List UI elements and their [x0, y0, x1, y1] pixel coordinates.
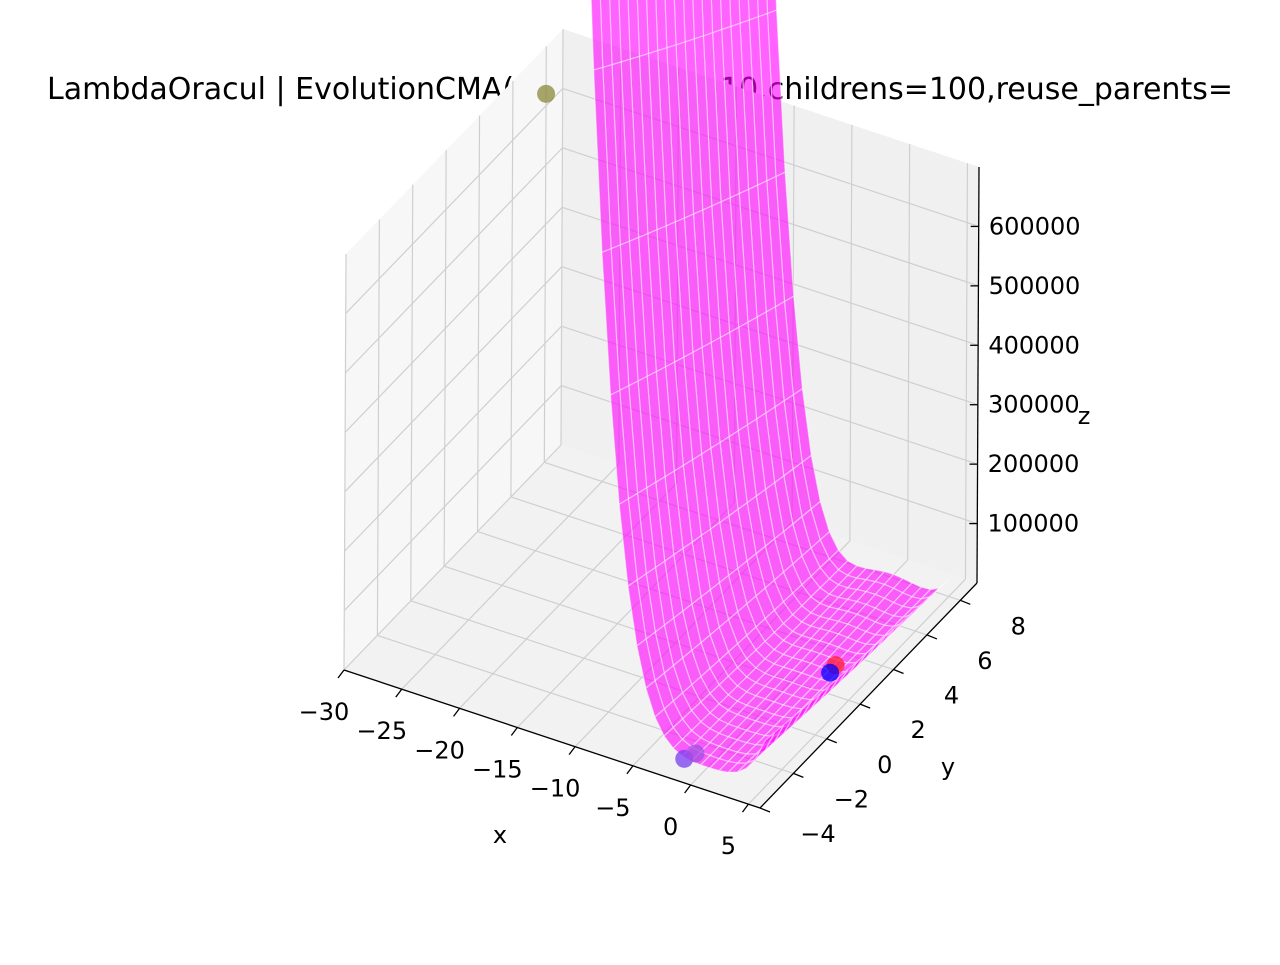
x-tick-label: −20	[414, 736, 465, 764]
x-tick-mark	[453, 707, 461, 717]
y-tick-label: 4	[944, 682, 959, 710]
surface-patch	[847, 653, 867, 676]
y-axis-line	[759, 582, 978, 809]
surface-patch	[801, 693, 821, 718]
scatter-point	[686, 744, 705, 763]
surface-patch	[929, 578, 950, 598]
surface-patch	[755, 732, 776, 759]
x-tick-label: −15	[472, 756, 523, 784]
surface-patch	[856, 644, 876, 667]
grid-line-z	[344, 147, 563, 374]
x-tick-label: −5	[595, 794, 630, 822]
y-tick-mark	[893, 668, 904, 675]
z-tick-label: 200000	[988, 450, 1080, 478]
x-tick-label: 5	[721, 832, 736, 860]
surface-patch	[865, 636, 886, 659]
left-pane	[344, 29, 563, 670]
surface-patch	[920, 587, 941, 607]
surface-mesh	[590, 0, 950, 773]
grid-line-z	[345, 88, 564, 314]
surface-patch	[773, 716, 794, 743]
y-tick-mark	[826, 738, 838, 744]
tick-labels: −30−25−20−15−10−505 −4−202468100000200000…	[299, 212, 1081, 860]
x-tick-mark	[568, 746, 576, 756]
grid-line-y	[443, 150, 447, 567]
x-tick-mark	[337, 669, 345, 679]
x-tick-mark	[626, 765, 634, 775]
y-tick-label: 8	[1011, 612, 1026, 640]
grid-line-y	[343, 253, 347, 671]
y-tick-mark	[859, 703, 871, 709]
x-tick-mark	[741, 803, 749, 813]
grid-line-x	[748, 578, 966, 805]
x-tick-mark	[510, 727, 518, 736]
scatter-point	[537, 84, 556, 103]
z-tick-label: 100000	[987, 510, 1079, 538]
x-tick-label: −25	[356, 717, 407, 745]
grid-line-x	[343, 444, 562, 671]
x-tick-mark	[684, 784, 692, 794]
y-tick-label: 6	[977, 647, 992, 675]
grid-line-x	[964, 163, 969, 580]
y-axis-label: y	[941, 753, 955, 781]
x-tick-label: −10	[530, 775, 581, 803]
grid-line-y	[376, 219, 380, 636]
surface-patch	[874, 628, 895, 650]
grid-line-z	[343, 385, 562, 611]
y-tick-mark	[960, 599, 971, 605]
surface-patch	[893, 612, 913, 633]
z-tick-label: 300000	[988, 391, 1080, 419]
x-tick-mark	[395, 688, 403, 698]
surface-patch	[819, 677, 840, 701]
grid-line-x	[907, 143, 911, 561]
surface-patch	[911, 595, 931, 615]
surface-patch	[792, 700, 812, 726]
z-axis-label: z	[1078, 402, 1091, 430]
grid-line-z	[344, 266, 563, 493]
y-tick-mark	[759, 807, 771, 813]
y-tick-label: 0	[877, 751, 892, 779]
grid-line-y	[510, 80, 514, 497]
grid-line-x	[401, 463, 620, 690]
grid-line-y	[543, 46, 547, 463]
grid-line-y	[410, 184, 414, 601]
grid-line-x	[849, 124, 853, 541]
z-tick-label: 500000	[989, 272, 1081, 300]
z-axis-line	[976, 166, 980, 584]
grid-line-z	[344, 206, 563, 433]
y-tick-label: 2	[911, 716, 926, 744]
grid-line-x	[560, 28, 564, 446]
scatter-points	[537, 84, 845, 768]
z-tick-label: 600000	[989, 212, 1081, 240]
y-tick-mark	[793, 772, 804, 778]
y-tick-label: −2	[834, 785, 869, 813]
surface-patch	[884, 620, 904, 641]
grid-line-y	[476, 115, 481, 532]
x-tick-label: 0	[663, 813, 678, 841]
x-tick-label: −30	[299, 698, 350, 726]
surface-patch	[828, 669, 849, 693]
scatter-point	[821, 663, 840, 682]
y-tick-label: −4	[800, 820, 835, 848]
surface-patch	[764, 724, 785, 751]
z-tick-label: 400000	[988, 331, 1080, 359]
x-axis-label: x	[493, 821, 507, 849]
y-tick-mark	[926, 634, 938, 640]
grid-line-z	[344, 325, 563, 552]
